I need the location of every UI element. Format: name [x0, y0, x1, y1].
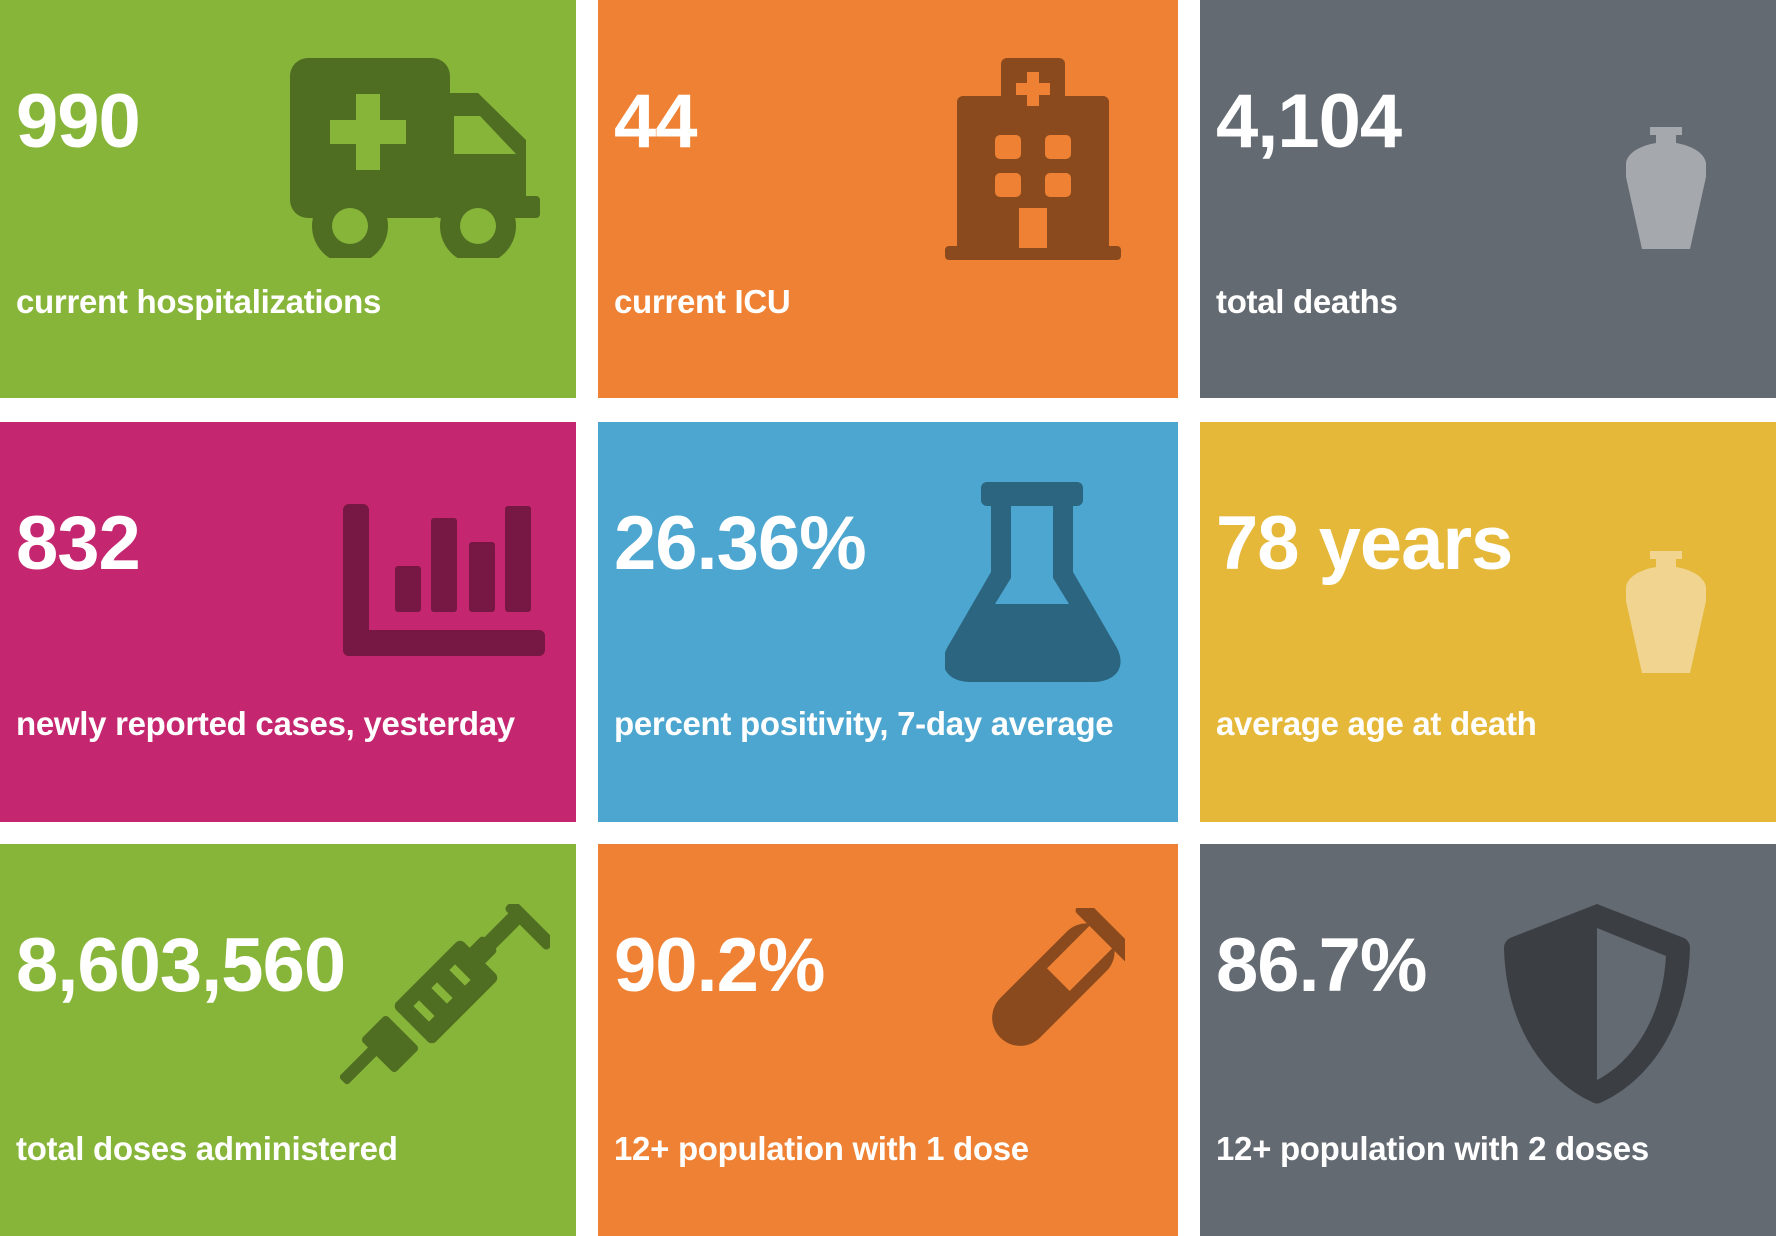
- tile-current-hospitalizations: 990 current hospitalizations: [0, 0, 576, 398]
- stat-value: 4,104: [1216, 79, 1402, 164]
- stat-value: 86.7%: [1216, 923, 1427, 1008]
- tile-population-1-dose: 90.2% 12+ population with 1 dose: [598, 844, 1178, 1236]
- stat-label: current ICU: [614, 283, 791, 320]
- flask-icon: [945, 482, 1125, 682]
- bar-chart-icon: [343, 504, 545, 656]
- tile-population-2-doses: 86.7% 12+ population with 2 doses: [1200, 844, 1776, 1236]
- stat-label: average age at death: [1216, 705, 1537, 742]
- urn-icon: [1626, 551, 1706, 673]
- tile-percent-positivity: 26.36% percent positivity, 7-day average: [598, 422, 1178, 822]
- stat-value: 990: [16, 79, 141, 164]
- stat-value: 78 years: [1216, 501, 1513, 586]
- stat-label: newly reported cases, yesterday: [16, 705, 515, 742]
- tile-total-doses-administered: 8,603,560 total doses administered: [0, 844, 576, 1236]
- stat-label: current hospitalizations: [16, 283, 382, 320]
- test-tube-icon: [945, 908, 1125, 1098]
- tile-average-age-at-death: 78 years average age at death: [1200, 422, 1776, 822]
- stat-label: percent positivity, 7-day average: [614, 705, 1114, 742]
- urn-icon: [1626, 127, 1706, 249]
- tile-newly-reported-cases: 832 newly reported cases, yesterday: [0, 422, 576, 822]
- stat-label: total deaths: [1216, 283, 1398, 320]
- tile-current-icu: 44 current ICU: [598, 0, 1178, 398]
- syringe-icon: [340, 904, 550, 1104]
- hospital-icon: [945, 58, 1125, 260]
- shield-icon: [1502, 904, 1692, 1104]
- stat-value: 44: [614, 79, 698, 164]
- stat-value: 8,603,560: [16, 923, 346, 1008]
- stat-value: 90.2%: [614, 923, 825, 1008]
- stat-value: 832: [16, 501, 141, 586]
- stat-label: total doses administered: [16, 1130, 398, 1167]
- stat-label: 12+ population with 2 doses: [1216, 1130, 1649, 1167]
- ambulance-icon: [288, 58, 543, 258]
- tile-total-deaths: 4,104 total deaths: [1200, 0, 1776, 398]
- stat-label: 12+ population with 1 dose: [614, 1130, 1029, 1167]
- stat-value: 26.36%: [614, 501, 867, 586]
